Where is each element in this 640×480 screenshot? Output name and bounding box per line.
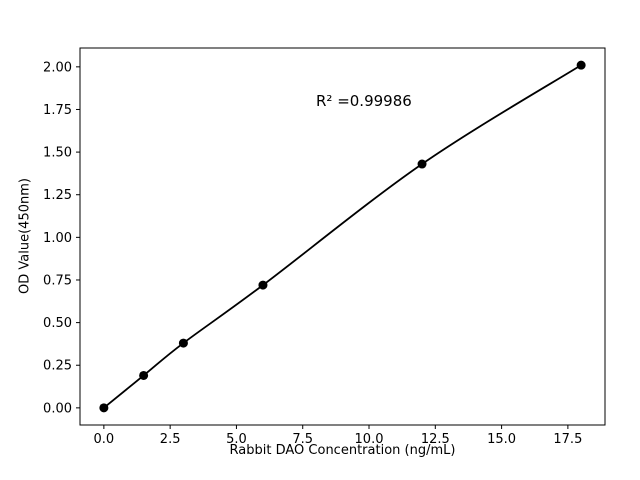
y-tick-label: 1.75 [43, 103, 72, 118]
data-point [258, 280, 268, 290]
y-tick-label: 0.50 [43, 316, 72, 331]
y-tick-label: 0.25 [43, 359, 72, 374]
y-tick-label: 0.75 [43, 273, 72, 288]
x-tick-label: 15.0 [487, 432, 516, 447]
x-tick-label: 5.0 [226, 432, 247, 447]
r-squared-annotation: R² =0.99986 [315, 91, 412, 110]
x-tick-label: 2.5 [160, 432, 181, 447]
y-axis-label: OD Value(450nm) [17, 178, 33, 294]
y-tick-label: 1.50 [43, 146, 72, 161]
x-tick-label: 17.5 [553, 432, 582, 447]
data-point [178, 338, 188, 348]
y-tick-label: 0.00 [43, 401, 72, 416]
x-tick-label: 12.5 [421, 432, 450, 447]
data-point [139, 370, 149, 380]
y-tick-label: 1.25 [43, 188, 72, 203]
x-tick-label: 0.0 [94, 432, 115, 447]
x-axis-label: Rabbit DAO Concentration (ng/mL) [229, 443, 456, 458]
fit-curve [103, 64, 582, 409]
y-tick-label: 1.00 [43, 231, 72, 246]
x-tick-label: 10.0 [355, 432, 384, 447]
data-point [576, 60, 586, 70]
data-point [99, 403, 109, 413]
plot-frame [79, 47, 606, 426]
x-tick-label: 7.5 [292, 432, 313, 447]
data-point [417, 159, 427, 169]
y-tick-label: 2.00 [43, 60, 72, 75]
